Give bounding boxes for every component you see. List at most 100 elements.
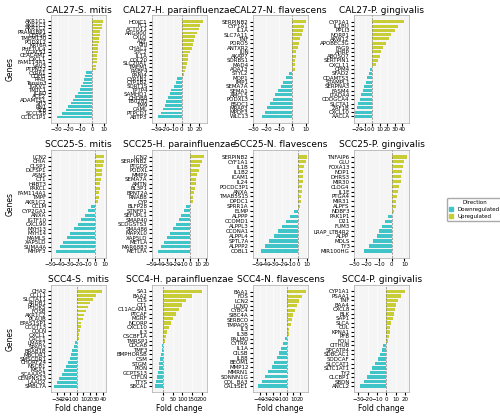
Bar [162,313,175,316]
Bar [386,321,391,325]
Bar [386,339,388,343]
Bar [182,73,184,76]
Bar [288,72,292,75]
Bar [74,227,96,230]
Bar [162,290,202,293]
Bar [62,112,92,114]
Bar [182,28,199,31]
Bar [162,308,178,311]
Bar [96,178,101,181]
Bar [92,51,98,53]
X-axis label: Fold change: Fold change [258,404,304,414]
Bar [298,165,304,168]
Bar [386,331,390,334]
Bar [386,313,394,316]
Bar [182,36,196,38]
Bar [96,196,99,199]
Bar [292,54,296,58]
Bar [386,295,401,297]
Bar [298,170,304,173]
Bar [298,204,300,208]
Bar [77,329,80,332]
Bar [282,225,298,228]
Bar [286,318,292,321]
Bar [367,76,372,79]
Bar [162,326,168,329]
Bar [286,323,290,326]
Bar [162,335,166,338]
Bar [372,63,376,66]
Bar [96,173,102,176]
Bar [370,67,372,71]
Bar [379,230,392,233]
Bar [386,290,405,293]
Bar [96,200,98,203]
Bar [184,209,190,212]
Bar [92,68,96,70]
Bar [158,250,190,253]
Bar [82,82,92,84]
Bar [78,92,92,94]
Bar [190,186,195,190]
Bar [354,115,372,118]
Bar [96,168,102,172]
Bar [292,20,306,23]
Bar [284,337,286,340]
Bar [286,295,302,298]
Bar [298,200,301,203]
Bar [268,370,286,373]
Bar [96,164,102,167]
Bar [264,111,292,114]
Bar [77,337,79,340]
Bar [182,47,192,49]
Bar [92,65,96,67]
Bar [161,245,190,248]
Bar [386,326,390,329]
Bar [54,385,77,388]
Bar [286,309,295,312]
Bar [178,77,182,80]
Bar [59,377,77,380]
Bar [392,200,396,203]
Title: CAL27-H. parainfluenzae: CAL27-H. parainfluenzae [124,5,236,15]
Bar [376,235,392,238]
Y-axis label: Genes: Genes [6,57,15,81]
Bar [76,95,92,98]
Bar [360,98,372,101]
Bar [176,222,190,226]
Bar [182,70,185,72]
Bar [158,367,162,370]
Bar [85,75,92,77]
Bar [60,245,96,248]
Bar [262,380,286,383]
Bar [182,62,187,65]
Bar [162,303,182,307]
Bar [388,215,392,218]
Bar [71,353,77,356]
Bar [156,380,162,383]
Bar [158,115,182,118]
Bar [160,357,162,361]
Bar [286,290,306,293]
Bar [163,108,182,110]
Bar [182,24,201,27]
Bar [92,47,98,50]
Bar [170,93,181,95]
Bar [298,190,302,193]
Bar [372,25,398,28]
Bar [364,249,392,253]
Bar [162,295,192,297]
Title: SCC25-N. flavescens: SCC25-N. flavescens [234,140,328,149]
Bar [384,344,386,347]
Bar [84,214,96,217]
Bar [56,381,77,384]
Bar [170,232,190,235]
Bar [378,357,386,361]
Bar [372,367,386,370]
Bar [77,326,80,328]
X-axis label: Fold change: Fold change [55,404,102,414]
Bar [286,304,297,307]
Bar [67,236,96,239]
Bar [392,180,400,184]
Bar [92,58,97,60]
